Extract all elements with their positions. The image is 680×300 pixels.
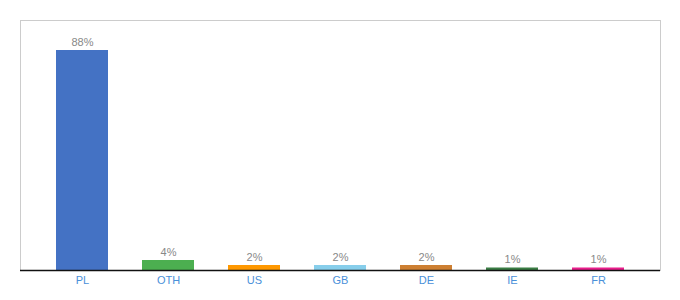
svg-text:FR: FR xyxy=(591,274,606,286)
svg-text:2%: 2% xyxy=(333,251,349,263)
svg-text:PL: PL xyxy=(76,274,89,286)
svg-text:1%: 1% xyxy=(505,253,521,265)
svg-text:2%: 2% xyxy=(419,251,435,263)
svg-text:US: US xyxy=(247,274,262,286)
svg-text:1%: 1% xyxy=(591,253,607,265)
svg-text:88%: 88% xyxy=(71,36,93,48)
svg-text:4%: 4% xyxy=(161,246,177,258)
svg-text:2%: 2% xyxy=(247,251,263,263)
svg-text:IE: IE xyxy=(507,274,517,286)
svg-text:GB: GB xyxy=(333,274,349,286)
svg-text:DE: DE xyxy=(419,274,434,286)
svg-text:OTH: OTH xyxy=(157,274,180,286)
